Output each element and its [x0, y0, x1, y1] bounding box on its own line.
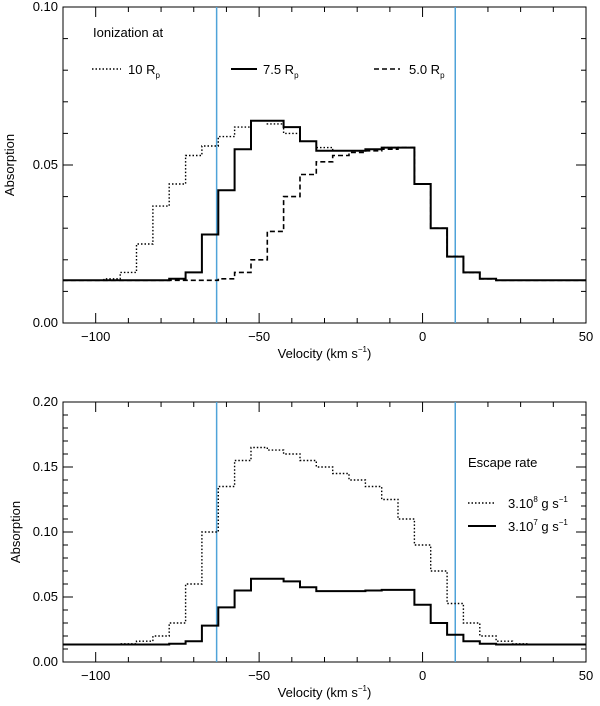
y-axis-title: Absorption [2, 134, 17, 196]
x-tick-label: −50 [248, 329, 270, 344]
chart-panel-1: −100 −50 0 50 0.00 0.05 0.10 Velocity (km s−1) A… [2, 0, 593, 361]
x-tick-label: 50 [579, 329, 593, 344]
legend-label: 7.5 Rp [263, 62, 299, 80]
y-tick-label: 0.10 [33, 524, 58, 539]
legend-label: 3.108 g s−1 [508, 495, 568, 511]
y-tick-label: 0.00 [33, 315, 58, 330]
legend-label: 3.107 g s−1 [508, 518, 568, 534]
legend-title: Ionization at [93, 25, 163, 40]
x-tick-label: −100 [81, 329, 110, 344]
x-tick-label: 0 [419, 329, 426, 344]
x-axis-title: Velocity (km s−1) [278, 684, 372, 700]
series-line-solid [63, 577, 586, 646]
x-axis-title: Velocity (km s−1) [278, 345, 372, 361]
series-line-dotted [63, 446, 586, 646]
x-tick-label: −50 [248, 668, 270, 683]
y-tick-label: 0.05 [33, 157, 58, 172]
series-line-dashed [63, 146, 586, 282]
plot-frame [62, 6, 587, 324]
series-line-dotted [63, 120, 586, 281]
y-axis-title: Absorption [8, 501, 23, 563]
x-tick-label: −100 [81, 668, 110, 683]
x-tick-label: 0 [419, 668, 426, 683]
legend-label: 5.0 Rp [409, 62, 445, 80]
chart-panel-2: −100 −50 0 50 0.00 0.05 0.10 0.15 0.20 Velocity (… [8, 394, 593, 700]
legend-label: 10 Rp [128, 62, 160, 80]
series-line-solid [63, 119, 586, 282]
y-tick-label: 0.05 [33, 589, 58, 604]
y-tick-label: 0.00 [33, 654, 58, 669]
y-tick-label: 0.15 [33, 459, 58, 474]
x-tick-label: 50 [579, 668, 593, 683]
y-tick-label: 0.10 [33, 0, 58, 14]
legend-title: Escape rate [468, 455, 537, 470]
y-tick-label: 0.20 [33, 394, 58, 409]
